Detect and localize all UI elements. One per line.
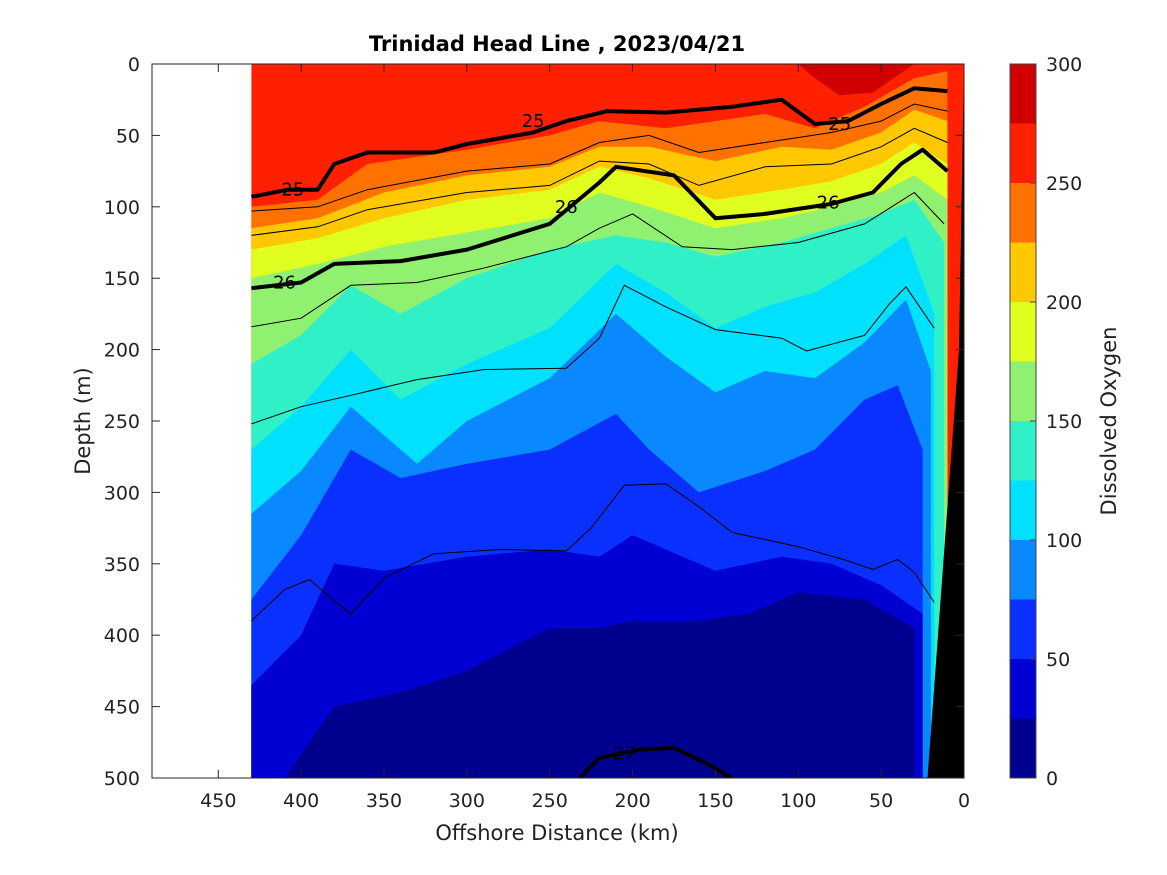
density-contour-26	[251, 147, 949, 291]
x-tick-label: 100	[780, 790, 816, 812]
colorbar-label: Dissolved Oxygen	[1097, 327, 1121, 516]
colorbar-tick-label: 50	[1046, 649, 1070, 671]
colorbar-swatch-200	[1010, 242, 1036, 302]
x-axis-ticks: 450 400 350 300 250 200 150 100 50 0	[200, 64, 970, 812]
y-tick-label: 300	[104, 482, 140, 504]
colorbar-tick-label: 100	[1046, 530, 1082, 552]
colorbar-tick-label: 250	[1046, 173, 1082, 195]
x-tick-label: 450	[200, 790, 236, 812]
density-contour-label-25-1: 25	[522, 111, 545, 132]
y-tick-label: 350	[104, 554, 140, 576]
density-contour-27	[578, 746, 733, 778]
x-tick-label: 300	[449, 790, 485, 812]
oxygen-band-0-deep	[284, 592, 915, 778]
colorbar-tick-label: 300	[1046, 54, 1082, 76]
y-tick-label: 100	[104, 197, 140, 219]
density-contour-label-27-0: 27	[613, 744, 636, 765]
plot-area: 25 25 25 26 26 26 27	[151, 63, 965, 779]
density-contour-label-26-0: 26	[273, 272, 296, 293]
x-tick-label: 400	[283, 790, 319, 812]
density-contour-label-25-2: 25	[828, 114, 851, 135]
x-tick-label: 150	[697, 790, 733, 812]
colorbar-swatch-25	[1010, 659, 1036, 719]
colorbar-swatch-225	[1010, 183, 1036, 243]
y-tick-label: 500	[104, 768, 140, 790]
x-tick-label: 200	[614, 790, 650, 812]
y-tick-label: 200	[104, 340, 140, 362]
oxygen-band-275	[798, 64, 915, 96]
chart-title: Trinidad Head Line , 2023/04/21	[369, 32, 745, 56]
thin-density-contours	[251, 103, 948, 622]
x-axis-label: Offshore Distance (km)	[435, 821, 678, 845]
x-tick-label: 50	[869, 790, 893, 812]
colorbar-swatch-50	[1010, 599, 1036, 659]
density-contour-label-26-2: 26	[817, 193, 840, 214]
y-tick-label: 450	[104, 697, 140, 719]
y-tick-label: 0	[128, 54, 140, 76]
x-tick-label: 350	[366, 790, 402, 812]
x-tick-label: 250	[532, 790, 568, 812]
colorbar-tick-label: 0	[1046, 768, 1058, 790]
thin-density-contour-1	[251, 127, 948, 236]
thin-density-contour-3	[251, 284, 935, 425]
seafloor-shelf	[927, 64, 964, 778]
colorbar-swatch-175	[1010, 302, 1036, 362]
colorbar-swatch-150	[1010, 361, 1036, 421]
colorbar-swatch-100	[1010, 480, 1036, 540]
y-tick-label: 400	[104, 625, 140, 647]
colorbar-swatch-0	[1010, 718, 1036, 778]
colorbar: 0 50 100 150 200 250 300	[1009, 54, 1082, 790]
density-contour-label-25-0: 25	[281, 180, 304, 201]
colorbar-swatch-275	[1010, 64, 1036, 124]
bold-density-contours	[251, 86, 949, 778]
thin-density-contour-0	[251, 103, 948, 212]
thin-density-contour-2	[251, 191, 945, 328]
colorbar-swatches	[1010, 64, 1036, 778]
x-tick-label: 0	[958, 790, 970, 812]
thin-density-contour-4	[251, 483, 935, 622]
density-contour-labels: 25 25 25 26 26 26 27	[273, 111, 851, 765]
density-contour-25	[251, 86, 948, 199]
density-contour-label-26-1: 26	[555, 197, 578, 218]
colorbar-tick-label: 200	[1046, 292, 1082, 314]
y-axis-ticks: 0 50 100 150 200 250 300 350 400 450 500	[104, 54, 964, 790]
colorbar-ticks: 0 50 100 150 200 250 300	[1030, 54, 1082, 790]
seafloor-shelf-shape	[927, 64, 964, 778]
y-tick-label: 250	[104, 411, 140, 433]
colorbar-swatch-125	[1010, 421, 1036, 481]
colorbar-swatch-75	[1010, 540, 1036, 600]
y-tick-label: 150	[104, 268, 140, 290]
colorbar-swatch-250	[1010, 123, 1036, 183]
oxygen-field	[251, 64, 964, 778]
colorbar-tick-label: 150	[1046, 411, 1082, 433]
y-axis-label: Depth (m)	[71, 367, 95, 474]
y-tick-label: 50	[116, 125, 140, 147]
